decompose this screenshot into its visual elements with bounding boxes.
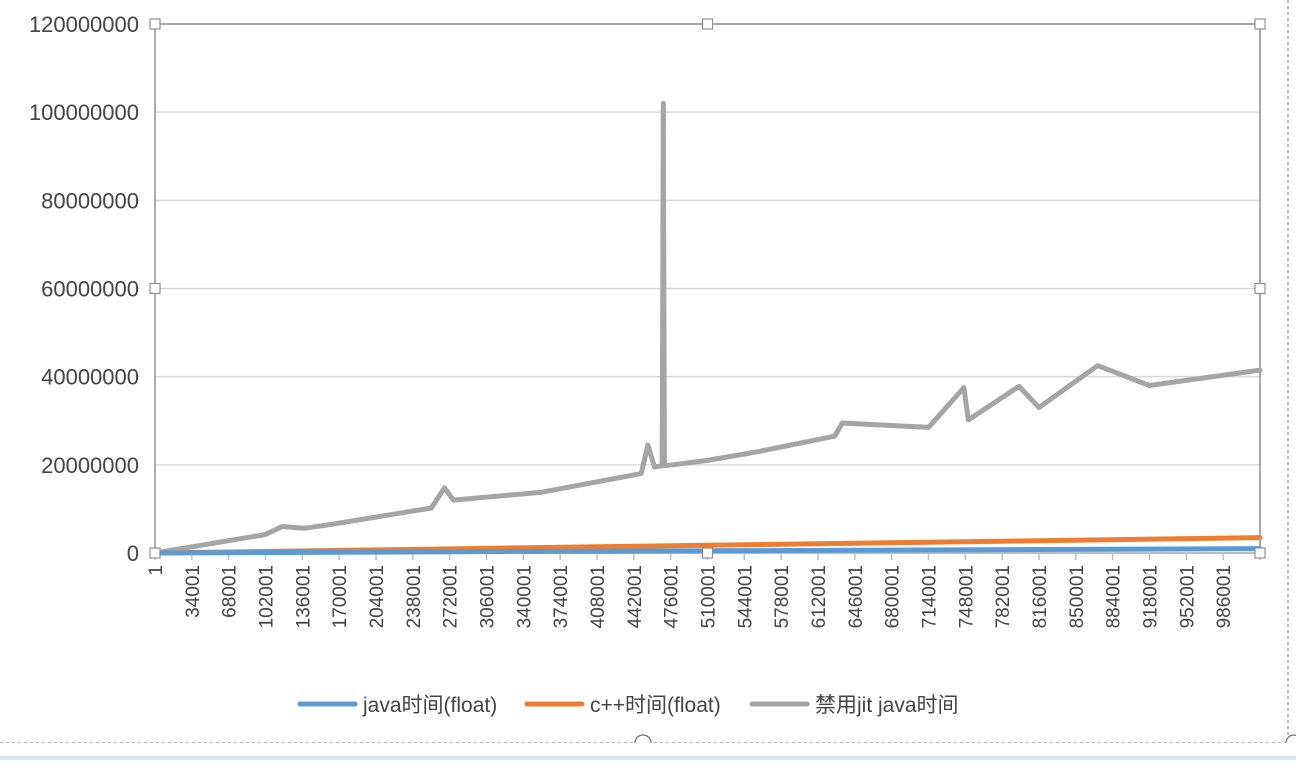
x-tick-label: 578001: [772, 565, 793, 628]
legend-label: c++时间(float): [590, 694, 721, 717]
y-tick-label: 0: [127, 541, 139, 566]
x-tick-label: 884001: [1104, 565, 1125, 628]
resize-handle[interactable]: [149, 547, 161, 559]
y-tick-label: 100000000: [29, 100, 139, 125]
x-tick-label: 680001: [883, 565, 904, 628]
resize-handle[interactable]: [701, 18, 714, 30]
x-tick-label: 408001: [588, 565, 609, 628]
resize-handle[interactable]: [701, 547, 714, 559]
x-tick-label: 136001: [293, 565, 314, 628]
x-tick-label: 544001: [735, 565, 756, 628]
x-tick-label: 986001: [1214, 565, 1235, 628]
resize-handle[interactable]: [149, 282, 161, 295]
y-tick-label: 40000000: [41, 365, 139, 390]
x-tick-label: 476001: [662, 565, 683, 628]
x-tick-label: 238001: [404, 565, 425, 628]
x-tick-label: 68001: [220, 565, 241, 618]
x-tick-label: 170001: [330, 565, 351, 628]
x-tick-label: 204001: [367, 565, 388, 628]
x-tick-label: 748001: [956, 565, 977, 628]
resize-handle[interactable]: [1254, 18, 1266, 30]
series-line[interactable]: [152, 100, 1263, 556]
x-tick-label: 816001: [1030, 565, 1051, 628]
legend-label: 禁用jit java时间: [815, 694, 959, 717]
y-tick-label: 20000000: [41, 453, 139, 478]
x-tick-label: 918001: [1141, 565, 1162, 628]
worksheet-edge: [0, 756, 1296, 760]
resize-handle[interactable]: [1254, 282, 1266, 295]
x-tick-label: 374001: [551, 565, 572, 628]
x-tick-label: 850001: [1067, 565, 1088, 628]
x-tick-label: 306001: [478, 565, 499, 628]
x-tick-label: 782001: [993, 565, 1014, 628]
y-tick-label: 80000000: [41, 188, 139, 213]
y-tick-label: 60000000: [41, 277, 139, 302]
x-tick-label: 510001: [699, 565, 720, 628]
x-tick-label: 102001: [257, 565, 278, 628]
x-tick-label: 442001: [625, 565, 646, 628]
resize-handle[interactable]: [149, 18, 161, 30]
x-tick-label: 272001: [441, 565, 462, 628]
x-tick-label: 612001: [809, 565, 830, 628]
x-tick-label: 34001: [183, 565, 204, 618]
x-tick-label: 714001: [920, 565, 941, 628]
worksheet-strip: [0, 743, 1296, 760]
resize-handle[interactable]: [1254, 547, 1266, 559]
x-tick-label: 646001: [846, 565, 867, 628]
x-tick-label: 952001: [1177, 565, 1198, 628]
y-tick-label: 120000000: [29, 12, 139, 37]
x-tick-label: 340001: [514, 565, 535, 628]
x-tick-label: 1: [146, 565, 167, 576]
legend-label: java时间(float): [362, 694, 497, 717]
